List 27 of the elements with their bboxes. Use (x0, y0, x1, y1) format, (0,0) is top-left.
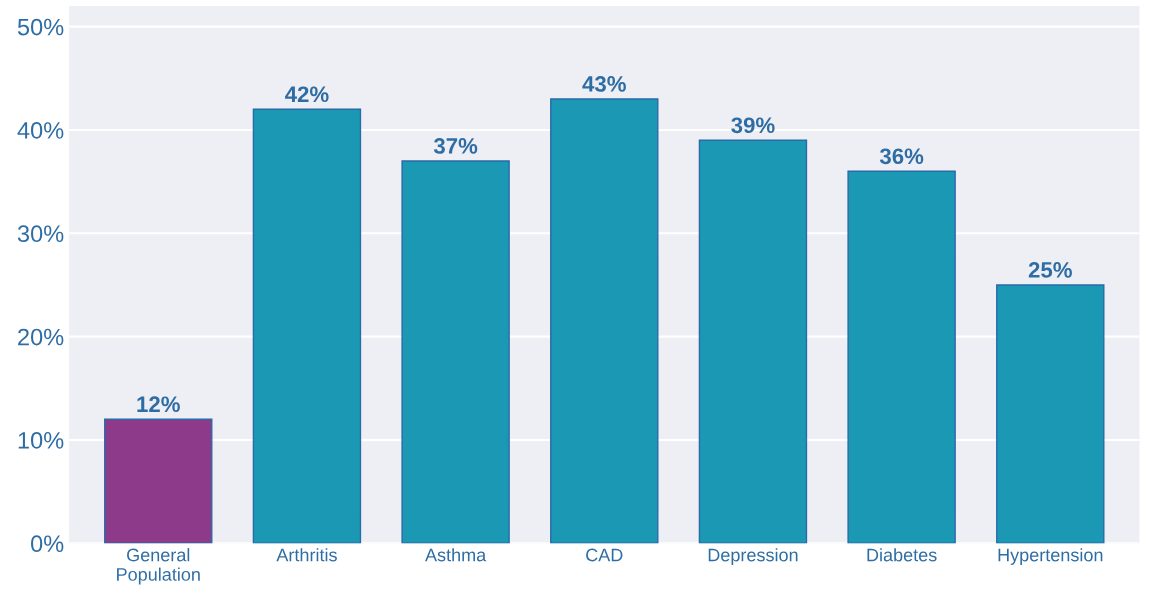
data-label: 42% (285, 86, 329, 103)
bar (104, 418, 213, 544)
data-label: 25% (1028, 262, 1072, 278)
x-tick-label: Asthma (425, 548, 487, 562)
data-label: 36% (879, 148, 924, 165)
y-tick-label: 10% (18, 432, 64, 449)
bar (550, 98, 659, 544)
bar (698, 139, 808, 544)
y-tick-label: 50% (17, 18, 64, 36)
x-tick-label: Depression (708, 548, 798, 565)
y-tick-label: 40% (17, 122, 64, 139)
bar (401, 160, 510, 544)
data-label: 43% (582, 76, 626, 92)
data-label: 12% (137, 396, 180, 413)
x-tick-label: Diabetes (867, 548, 937, 562)
y-tick-label: 20% (18, 328, 64, 346)
bar (252, 108, 362, 544)
x-tick-label: General Population (117, 548, 200, 585)
data-label: 37% (433, 138, 478, 154)
data-label: 39% (731, 117, 775, 134)
bar (996, 284, 1105, 544)
x-tick-label: CAD (586, 548, 623, 562)
y-tick-label: 30% (17, 225, 64, 243)
x-tick-label: Arthritis (276, 548, 337, 562)
x-tick-label: Hypertension (998, 548, 1103, 565)
bar (847, 170, 956, 544)
y-tick-label: 0% (31, 535, 64, 553)
